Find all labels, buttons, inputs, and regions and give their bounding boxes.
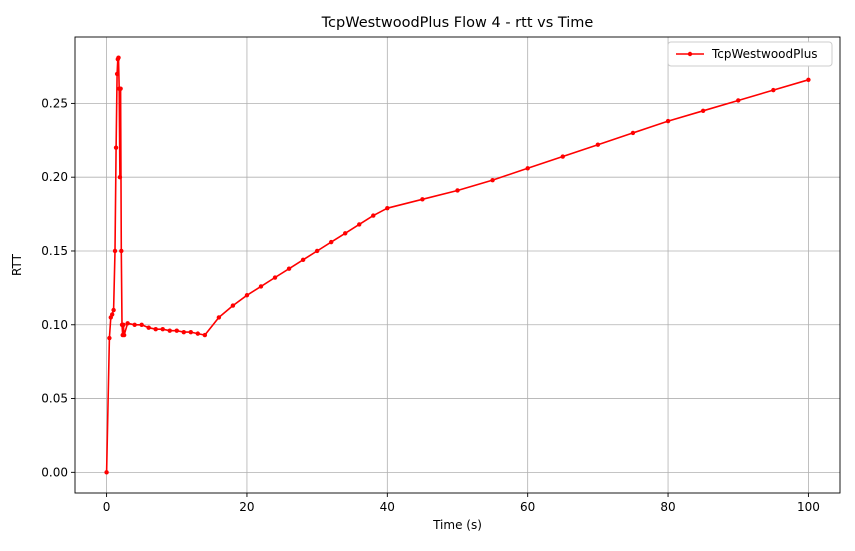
data-point — [116, 55, 121, 60]
legend-entry-label: TcpWestwoodPlus — [711, 47, 818, 61]
data-point — [455, 188, 460, 193]
x-tick-label: 0 — [103, 500, 111, 514]
data-point — [300, 257, 306, 263]
data-point — [244, 293, 250, 298]
data-point — [195, 331, 201, 336]
data-point — [630, 130, 636, 136]
data-point — [314, 248, 320, 254]
data-point — [117, 174, 123, 180]
data-point — [286, 266, 292, 271]
y-axis-label: RTT — [10, 253, 24, 276]
data-point — [104, 470, 109, 475]
legend-box — [667, 41, 833, 67]
data-point — [153, 326, 158, 332]
legend-marker-swatch — [687, 51, 693, 57]
data-point — [112, 248, 118, 254]
data-point — [357, 222, 362, 227]
chart-title: TcpWestwoodPlus Flow 4 - rtt vs Time — [321, 15, 594, 31]
data-point — [132, 322, 137, 327]
y-tick-label: 0.15 — [41, 244, 68, 258]
y-tick-label: 0.20 — [41, 170, 68, 184]
data-point — [174, 328, 179, 333]
y-tick-label: 0.25 — [41, 96, 68, 110]
data-point — [216, 315, 222, 320]
data-point — [113, 145, 119, 150]
data-point — [420, 197, 425, 202]
grid — [75, 37, 840, 493]
data-point — [230, 303, 236, 308]
data-point — [736, 98, 741, 103]
data-point — [119, 248, 124, 254]
data-point — [665, 118, 671, 124]
data-point — [806, 77, 811, 82]
data-point — [258, 284, 264, 289]
data-point — [700, 108, 706, 113]
data-point — [202, 332, 208, 338]
y-tick-label: 0.05 — [41, 392, 68, 406]
data-point — [111, 307, 116, 313]
data-point — [188, 329, 194, 335]
data-point — [118, 86, 123, 91]
data-point — [167, 328, 172, 333]
plot-frame — [74, 36, 841, 494]
data-point — [125, 321, 130, 326]
ticks: 0 20 40 60 80 100 0.00 0.05 0.10 0.15 0.20 0.25 — [41, 96, 820, 514]
x-tick-label: 60 — [520, 500, 535, 514]
y-tick-label: 0.10 — [41, 318, 68, 332]
data-point — [107, 335, 112, 341]
data-point — [385, 205, 390, 211]
legend: TcpWestwoodPlus — [667, 41, 833, 67]
data-point — [272, 275, 278, 280]
data-point — [525, 166, 530, 171]
y-tick-label: 0.00 — [41, 465, 68, 479]
data-point — [328, 239, 334, 245]
data-point — [343, 231, 348, 236]
data-point — [109, 312, 115, 317]
data-point — [490, 177, 495, 183]
data-point — [114, 71, 120, 77]
data-point — [595, 142, 601, 147]
data-point — [560, 154, 565, 159]
data-point — [121, 322, 126, 327]
data-point — [146, 325, 151, 330]
data-point — [160, 326, 165, 332]
series-layer — [104, 55, 811, 475]
x-tick-label: 100 — [797, 500, 820, 514]
data-point — [181, 329, 186, 335]
x-tick-label: 80 — [660, 500, 675, 514]
data-point — [139, 322, 144, 327]
data-point — [121, 332, 127, 338]
x-tick-label: 20 — [239, 500, 254, 514]
x-tick-label: 40 — [380, 500, 395, 514]
data-point — [771, 87, 776, 93]
data-point — [371, 213, 376, 218]
x-axis-label: Time (s) — [432, 518, 482, 532]
